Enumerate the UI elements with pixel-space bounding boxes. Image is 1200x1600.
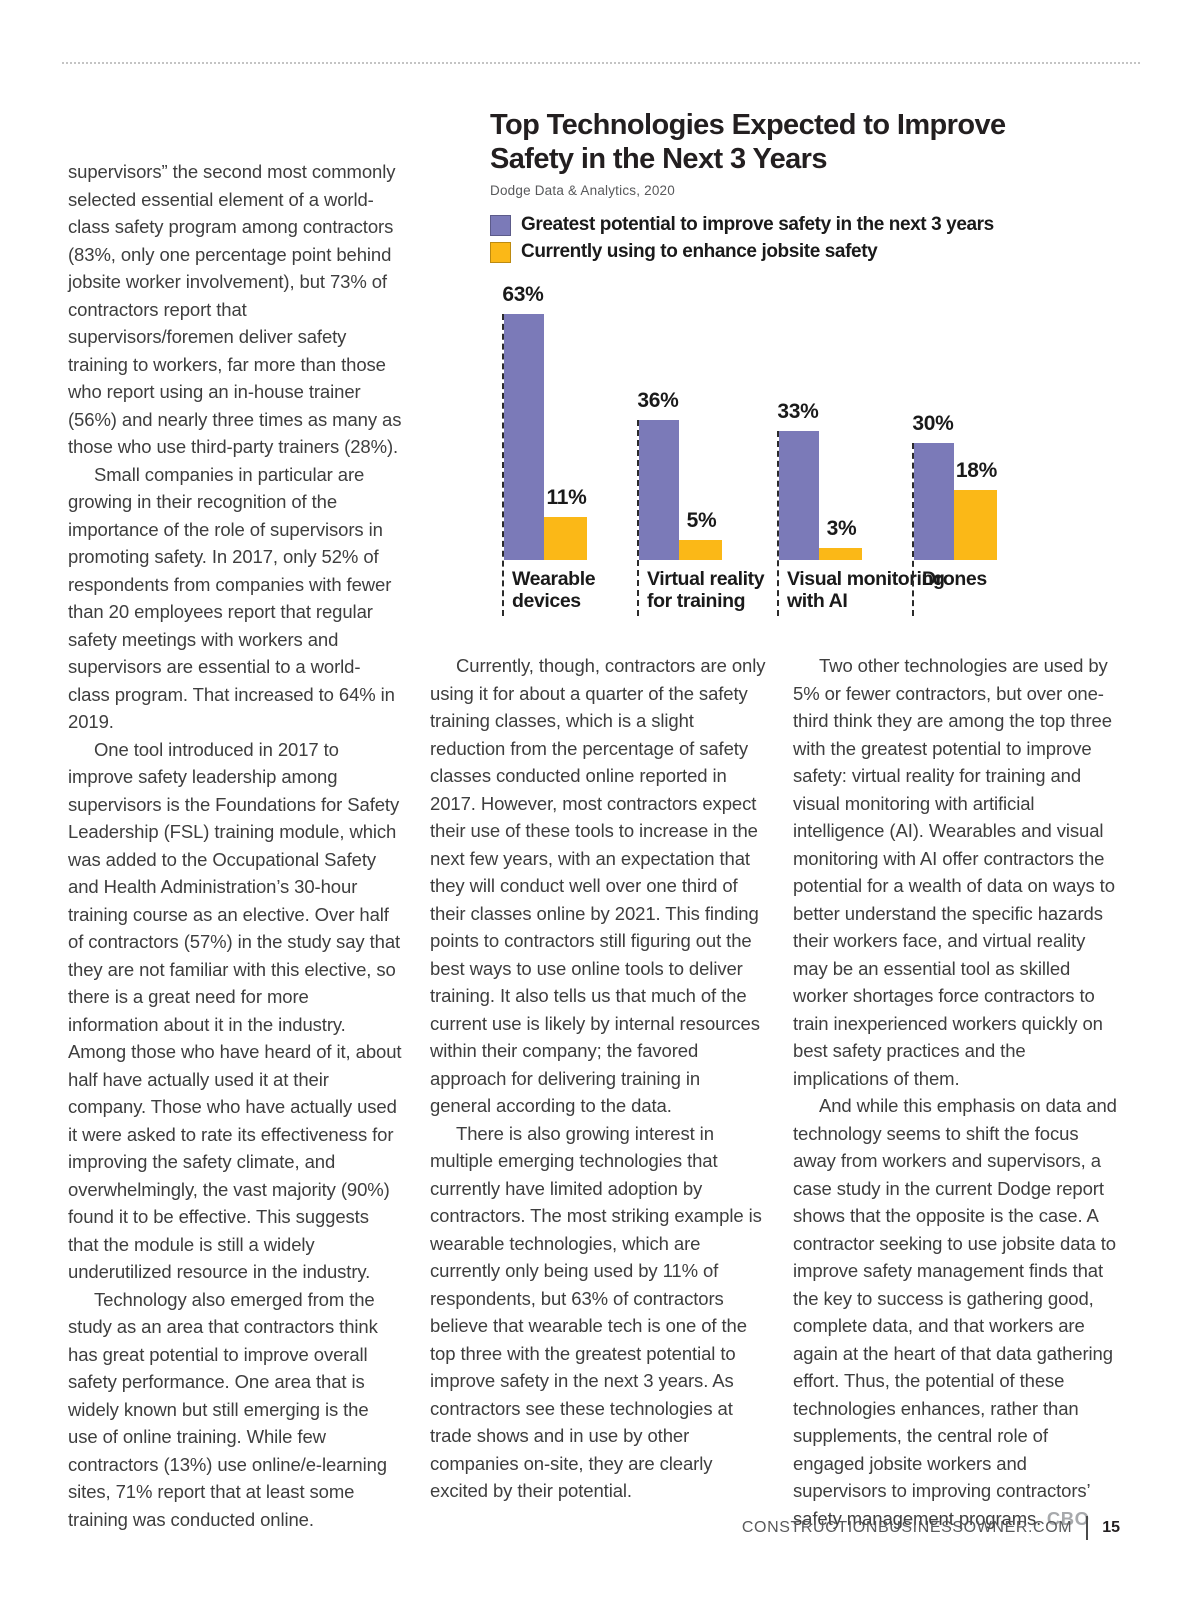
value-label: 63%	[502, 283, 544, 306]
legend-label: Greatest potential to improve safety in …	[521, 214, 994, 235]
legend-row: Currently using to enhance jobsite safet…	[490, 241, 1060, 263]
bar-currently-using	[954, 490, 997, 560]
chart-title: Top Technologies Expected to Improve Saf…	[490, 108, 1060, 176]
column-middle: Currently, though, contractors are only …	[430, 652, 766, 1505]
legend-swatch	[490, 241, 511, 263]
legend-swatch	[490, 214, 511, 236]
paragraph: One tool introduced in 2017 to improve s…	[68, 738, 402, 1283]
chart-source: Dodge Data & Analytics, 2020	[490, 183, 675, 198]
value-label: 18%	[955, 459, 998, 482]
value-label: 36%	[637, 389, 679, 412]
chart-title-line1: Top Technologies Expected to Improve	[490, 109, 1006, 141]
paragraph: supervisors” the second most commonly se…	[68, 161, 402, 457]
footer-page-number: 15	[1102, 1519, 1120, 1536]
axis-dashed-line	[637, 420, 639, 616]
category-label: Wearable devices	[512, 568, 596, 612]
bar-plot: 63% 11% Wearable devices 36% 5% Virtual reali…	[490, 270, 1060, 622]
bar-chart: Top Technologies Expected to Improve Saf…	[490, 108, 1060, 628]
footer-site-name: CONSTRUCTIONBUSINESSOWNER.COM	[741, 1519, 1073, 1536]
paragraph: There is also growing interest in multip…	[430, 1122, 762, 1502]
paragraph: Two other technologies are used by 5% or…	[793, 655, 1115, 1089]
chart-legend: Greatest potential to improve safety in …	[490, 214, 1060, 263]
bar-currently-using	[679, 540, 722, 560]
top-dotted-rule	[62, 62, 1140, 64]
column-right: Two other technologies are used by 5% or…	[793, 652, 1123, 1532]
value-label: 3%	[826, 517, 857, 540]
legend-row: Greatest potential to improve safety in …	[490, 214, 1060, 236]
footer-separator	[1086, 1516, 1089, 1540]
value-label: 33%	[777, 400, 819, 423]
bar-currently-using	[819, 548, 862, 560]
bar-greatest-potential	[639, 420, 679, 560]
paragraph: And while this emphasis on data and tech…	[793, 1095, 1117, 1529]
chart-title-line2: Safety in the Next 3 Years	[490, 143, 827, 175]
bar-currently-using	[544, 517, 587, 560]
paragraph: Small companies in particular are growin…	[68, 463, 395, 733]
value-label: 30%	[912, 412, 954, 435]
axis-dashed-line	[502, 314, 504, 616]
legend-label: Currently using to enhance jobsite safet…	[521, 241, 878, 262]
category-label: Visual monitoring with AI	[787, 568, 945, 612]
column-left: supervisors” the second most commonly se…	[68, 158, 402, 1533]
cbo-end-tag: CBO	[1041, 1507, 1090, 1529]
axis-dashed-line	[912, 443, 914, 616]
category-label: Drones	[922, 568, 987, 590]
category-label: Virtual reality for training	[647, 568, 765, 612]
bar-greatest-potential	[914, 443, 954, 560]
bar-greatest-potential	[504, 314, 544, 560]
paragraph: Technology also emerged from the study a…	[68, 1288, 387, 1530]
bar-greatest-potential	[779, 431, 819, 560]
page-footer: CONSTRUCTIONBUSINESSOWNER.COM 15	[742, 1516, 1120, 1540]
paragraph: Currently, though, contractors are only …	[430, 655, 766, 1116]
value-label: 11%	[546, 486, 587, 509]
value-label: 5%	[686, 509, 717, 532]
axis-dashed-line	[777, 431, 779, 616]
